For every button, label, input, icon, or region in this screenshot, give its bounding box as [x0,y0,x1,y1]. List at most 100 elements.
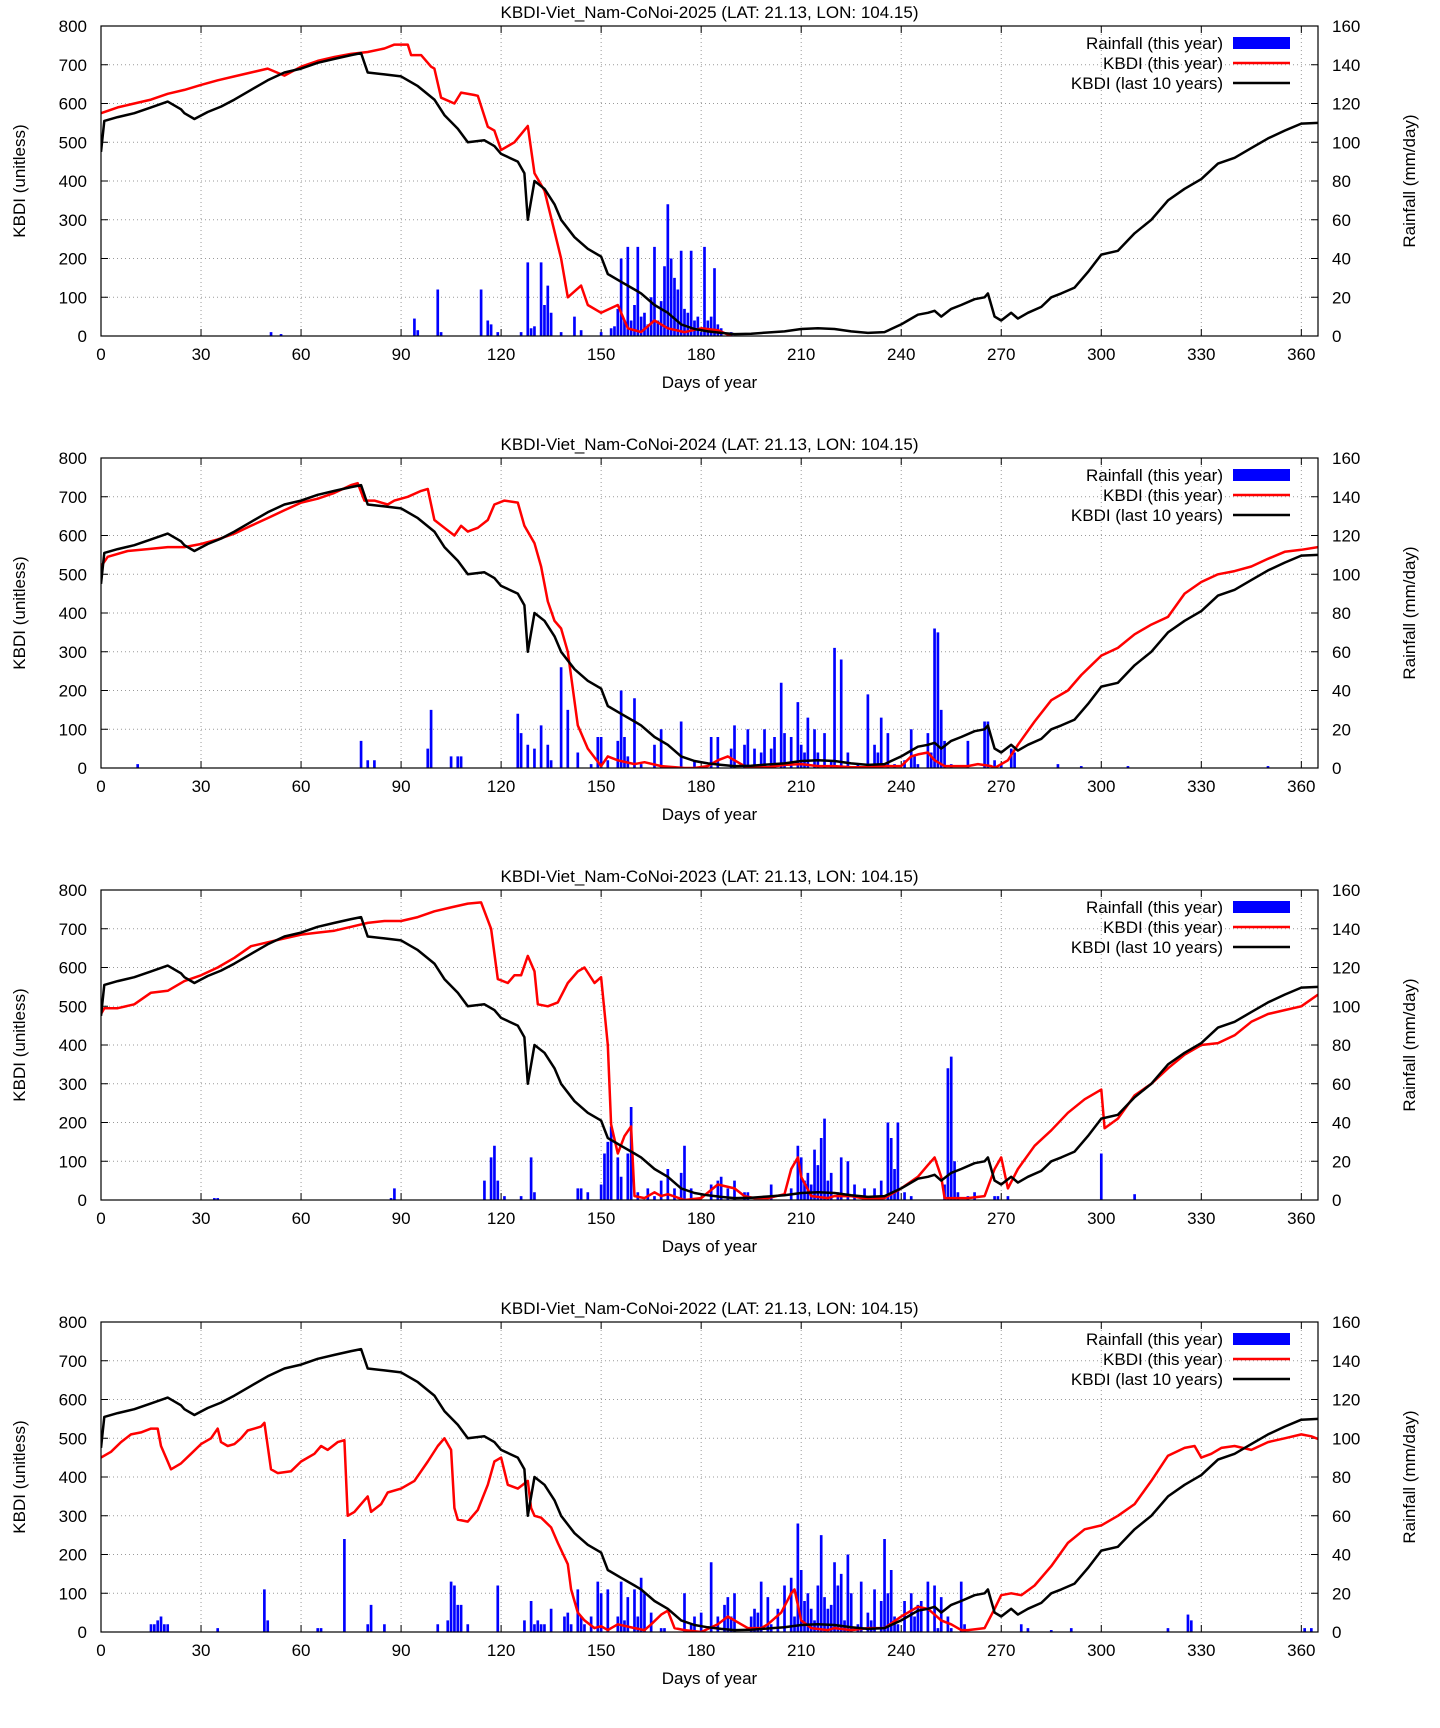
y2-axis-label: Rainfall (mm/day) [1400,546,1419,679]
y2-tick-label: 40 [1332,1546,1351,1565]
rainfall-bar [216,1628,220,1632]
rainfall-bar [846,1554,850,1632]
rainfall-bar [913,1616,916,1632]
y2-tick-label: 40 [1332,1114,1351,1133]
rainfall-bar [863,1188,866,1200]
y2-tick-label: 40 [1332,250,1351,269]
rainfall-bar [713,268,716,336]
rainfall-bar [619,1176,623,1200]
y-tick-label: 700 [59,488,87,507]
rainfall-bar [629,1107,633,1200]
y-tick-label: 300 [59,211,87,230]
x-tick-label: 120 [487,777,515,796]
rainfall-bar [859,1581,863,1632]
x-tick-label: 120 [487,1209,515,1228]
legend-label: KBDI (this year) [1103,486,1223,505]
rainfall-bar [963,1624,966,1632]
legend-label: KBDI (last 10 years) [1071,1370,1223,1389]
rainfall-bar [883,1539,886,1632]
rainfall-bar [853,1184,856,1200]
rainfall-bar [383,1624,386,1632]
rainfall-bar [813,729,816,768]
rainfall-bar [436,289,440,336]
rainfall-bar [929,752,933,768]
y-tick-label: 0 [78,759,87,778]
rainfall-bar [729,1616,733,1632]
rainfall-bar [649,1612,653,1632]
rainfall-bar [689,1624,693,1632]
y-tick-label: 400 [59,604,87,623]
x-tick-label: 360 [1287,345,1315,364]
rainfall-bar [603,1153,606,1200]
rainfall-bar [343,1539,346,1632]
rainfall-bar [479,289,483,336]
rainfall-bar [996,1196,1000,1200]
y2-tick-label: 40 [1332,682,1351,701]
rainfall-bar [849,1593,853,1632]
rainfall-bar [153,1624,156,1632]
rainfall-bar [886,1122,890,1200]
rainfall-bar [779,682,783,768]
rainfall-bar [266,1620,270,1632]
rainfall-bar [803,1601,806,1632]
rainfall-bar [666,204,670,336]
rainfall-bar [943,740,946,768]
rainfall-bar [439,332,443,336]
rainfall-bar [519,733,523,768]
rainfall-bar [903,1192,906,1200]
x-tick-label: 240 [887,345,915,364]
y-tick-label: 600 [59,527,87,546]
x-axis-label: Days of year [662,1237,758,1256]
plot-area [101,481,1318,768]
y2-tick-label: 80 [1332,1468,1351,1487]
rainfall-bar [609,1126,613,1200]
rainfall-bar [616,308,620,336]
rainfall-bar [873,1589,876,1632]
rainfall-bar [893,1169,896,1200]
rainfall-bar [596,1581,600,1632]
rainfall-bar [689,1188,693,1200]
rainfall-bar [606,760,610,768]
rainfall-bar [539,1624,543,1632]
rainfall-bar [643,1593,646,1632]
rainfall-bar [496,332,500,336]
x-tick-label: 330 [1187,345,1215,364]
rainfall-bar [926,733,930,768]
rainfall-bar [813,1620,816,1632]
rainfall-bar [543,1624,546,1632]
x-tick-label: 330 [1187,777,1215,796]
rainfall-bar [546,744,550,768]
y2-tick-label: 140 [1332,920,1360,939]
x-tick-label: 120 [487,345,515,364]
x-tick-label: 270 [987,777,1015,796]
rainfall-bar [389,1198,393,1200]
x-tick-label: 0 [96,1641,105,1660]
rainfall-bar [699,332,703,336]
rainfall-bar [866,694,870,768]
x-tick-label: 180 [687,1209,715,1228]
rainfall-bar [699,1612,703,1632]
legend: Rainfall (this year)KBDI (this year)KBDI… [1071,898,1290,957]
y-axis-label: KBDI (unitless) [10,556,29,669]
rainfall-bar [839,659,843,768]
rainfall-bar [573,316,576,336]
rainfall-bar [496,1180,500,1200]
y2-tick-label: 100 [1332,133,1360,152]
x-tick-label: 90 [392,345,411,364]
y-tick-label: 500 [59,565,87,584]
rainfall-bar [566,1612,570,1632]
x-tick-label: 360 [1287,1209,1315,1228]
rainfall-bar [426,748,430,768]
y2-tick-label: 60 [1332,211,1351,230]
rainfall-bar [733,1180,736,1200]
rainfall-bar [663,266,666,336]
rainfall-bar [633,305,636,336]
legend-label: KBDI (last 10 years) [1071,506,1223,525]
chart-title: KBDI-Viet_Nam-CoNoi-2025 (LAT: 21.13, LO… [501,3,919,22]
rainfall-bar [613,326,616,336]
rainfall-bar [773,737,776,768]
rainfall-bar [626,1597,630,1632]
legend-label: KBDI (this year) [1103,918,1223,937]
rainfall-bar [619,258,623,336]
rainfall-bar [796,1523,800,1632]
